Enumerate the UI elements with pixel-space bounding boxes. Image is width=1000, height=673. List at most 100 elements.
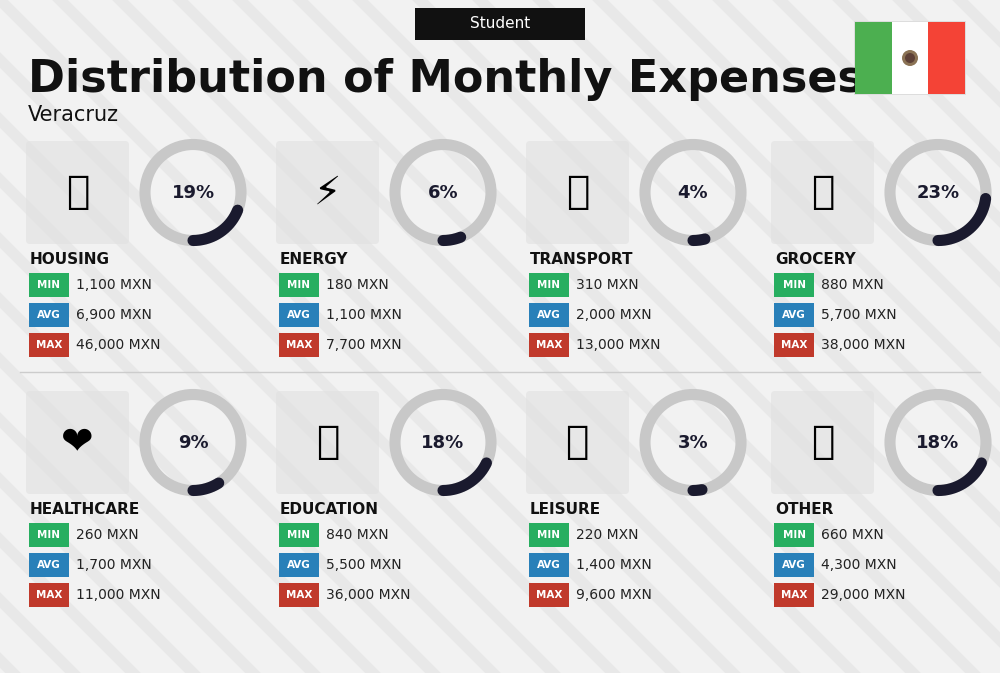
- Bar: [855, 22, 892, 94]
- Text: 2,000 MXN: 2,000 MXN: [576, 308, 652, 322]
- Bar: [892, 22, 928, 94]
- Text: 🛍️: 🛍️: [566, 423, 589, 462]
- FancyBboxPatch shape: [529, 523, 569, 547]
- Text: MAX: MAX: [536, 590, 562, 600]
- FancyBboxPatch shape: [279, 583, 319, 607]
- FancyBboxPatch shape: [774, 523, 814, 547]
- Text: 23%: 23%: [916, 184, 960, 201]
- Text: AVG: AVG: [37, 310, 61, 320]
- FancyBboxPatch shape: [415, 8, 585, 40]
- Text: 46,000 MXN: 46,000 MXN: [76, 338, 160, 352]
- Text: AVG: AVG: [782, 560, 806, 570]
- Text: HEALTHCARE: HEALTHCARE: [30, 502, 140, 517]
- FancyBboxPatch shape: [26, 391, 129, 494]
- FancyBboxPatch shape: [771, 141, 874, 244]
- Text: 19%: 19%: [171, 184, 215, 201]
- FancyBboxPatch shape: [529, 333, 569, 357]
- Text: TRANSPORT: TRANSPORT: [530, 252, 634, 267]
- Text: Student: Student: [470, 17, 530, 32]
- Text: GROCERY: GROCERY: [775, 252, 856, 267]
- FancyBboxPatch shape: [29, 523, 69, 547]
- FancyBboxPatch shape: [276, 141, 379, 244]
- Text: 840 MXN: 840 MXN: [326, 528, 389, 542]
- FancyBboxPatch shape: [774, 303, 814, 327]
- FancyBboxPatch shape: [279, 273, 319, 297]
- Text: 6%: 6%: [428, 184, 458, 201]
- Text: MAX: MAX: [286, 590, 312, 600]
- FancyBboxPatch shape: [29, 553, 69, 577]
- Text: MAX: MAX: [536, 340, 562, 350]
- Text: 7,700 MXN: 7,700 MXN: [326, 338, 402, 352]
- Text: 🎓: 🎓: [316, 423, 339, 462]
- Text: OTHER: OTHER: [775, 502, 833, 517]
- Text: AVG: AVG: [37, 560, 61, 570]
- Text: MIN: MIN: [38, 280, 60, 290]
- Text: 18%: 18%: [421, 433, 465, 452]
- Text: 9,600 MXN: 9,600 MXN: [576, 588, 652, 602]
- Bar: [928, 22, 965, 94]
- Text: 180 MXN: 180 MXN: [326, 278, 389, 292]
- FancyBboxPatch shape: [29, 303, 69, 327]
- Text: MIN: MIN: [782, 280, 806, 290]
- Text: AVG: AVG: [537, 310, 561, 320]
- Text: 🛒: 🛒: [811, 174, 834, 211]
- FancyBboxPatch shape: [526, 141, 629, 244]
- Text: AVG: AVG: [537, 560, 561, 570]
- Text: MAX: MAX: [36, 340, 62, 350]
- FancyBboxPatch shape: [279, 523, 319, 547]
- Text: 260 MXN: 260 MXN: [76, 528, 139, 542]
- Text: MIN: MIN: [288, 530, 310, 540]
- Text: 🚌: 🚌: [566, 174, 589, 211]
- Text: 5,500 MXN: 5,500 MXN: [326, 558, 402, 572]
- FancyBboxPatch shape: [774, 333, 814, 357]
- Text: HOUSING: HOUSING: [30, 252, 110, 267]
- Text: MAX: MAX: [781, 590, 807, 600]
- Text: 660 MXN: 660 MXN: [821, 528, 884, 542]
- Text: 1,100 MXN: 1,100 MXN: [76, 278, 152, 292]
- FancyBboxPatch shape: [854, 21, 966, 95]
- Text: MIN: MIN: [38, 530, 60, 540]
- Text: Distribution of Monthly Expenses: Distribution of Monthly Expenses: [28, 58, 864, 101]
- FancyBboxPatch shape: [529, 303, 569, 327]
- Text: 38,000 MXN: 38,000 MXN: [821, 338, 906, 352]
- Text: 1,700 MXN: 1,700 MXN: [76, 558, 152, 572]
- FancyBboxPatch shape: [276, 391, 379, 494]
- Text: Veracruz: Veracruz: [28, 105, 119, 125]
- Text: MAX: MAX: [781, 340, 807, 350]
- FancyBboxPatch shape: [529, 273, 569, 297]
- FancyBboxPatch shape: [529, 553, 569, 577]
- Text: AVG: AVG: [287, 310, 311, 320]
- Text: AVG: AVG: [782, 310, 806, 320]
- Text: 11,000 MXN: 11,000 MXN: [76, 588, 161, 602]
- FancyBboxPatch shape: [29, 273, 69, 297]
- Text: LEISURE: LEISURE: [530, 502, 601, 517]
- Text: 9%: 9%: [178, 433, 208, 452]
- FancyBboxPatch shape: [279, 303, 319, 327]
- Text: MIN: MIN: [538, 280, 560, 290]
- FancyBboxPatch shape: [29, 333, 69, 357]
- Text: 3%: 3%: [678, 433, 708, 452]
- FancyBboxPatch shape: [529, 583, 569, 607]
- Text: ❤️: ❤️: [61, 423, 94, 462]
- Text: ENERGY: ENERGY: [280, 252, 349, 267]
- FancyBboxPatch shape: [771, 391, 874, 494]
- Text: 36,000 MXN: 36,000 MXN: [326, 588, 411, 602]
- Text: 6,900 MXN: 6,900 MXN: [76, 308, 152, 322]
- Text: 4%: 4%: [678, 184, 708, 201]
- FancyBboxPatch shape: [279, 333, 319, 357]
- FancyBboxPatch shape: [774, 273, 814, 297]
- Text: MAX: MAX: [36, 590, 62, 600]
- Text: MIN: MIN: [538, 530, 560, 540]
- Text: MIN: MIN: [288, 280, 310, 290]
- Text: 💰: 💰: [811, 423, 834, 462]
- Text: 880 MXN: 880 MXN: [821, 278, 884, 292]
- Text: 🏢: 🏢: [66, 174, 89, 211]
- FancyBboxPatch shape: [279, 553, 319, 577]
- Text: MAX: MAX: [286, 340, 312, 350]
- Text: 220 MXN: 220 MXN: [576, 528, 639, 542]
- Text: 1,400 MXN: 1,400 MXN: [576, 558, 652, 572]
- FancyBboxPatch shape: [774, 553, 814, 577]
- Text: 1,100 MXN: 1,100 MXN: [326, 308, 402, 322]
- Text: MIN: MIN: [782, 530, 806, 540]
- Text: ⚡: ⚡: [314, 174, 341, 211]
